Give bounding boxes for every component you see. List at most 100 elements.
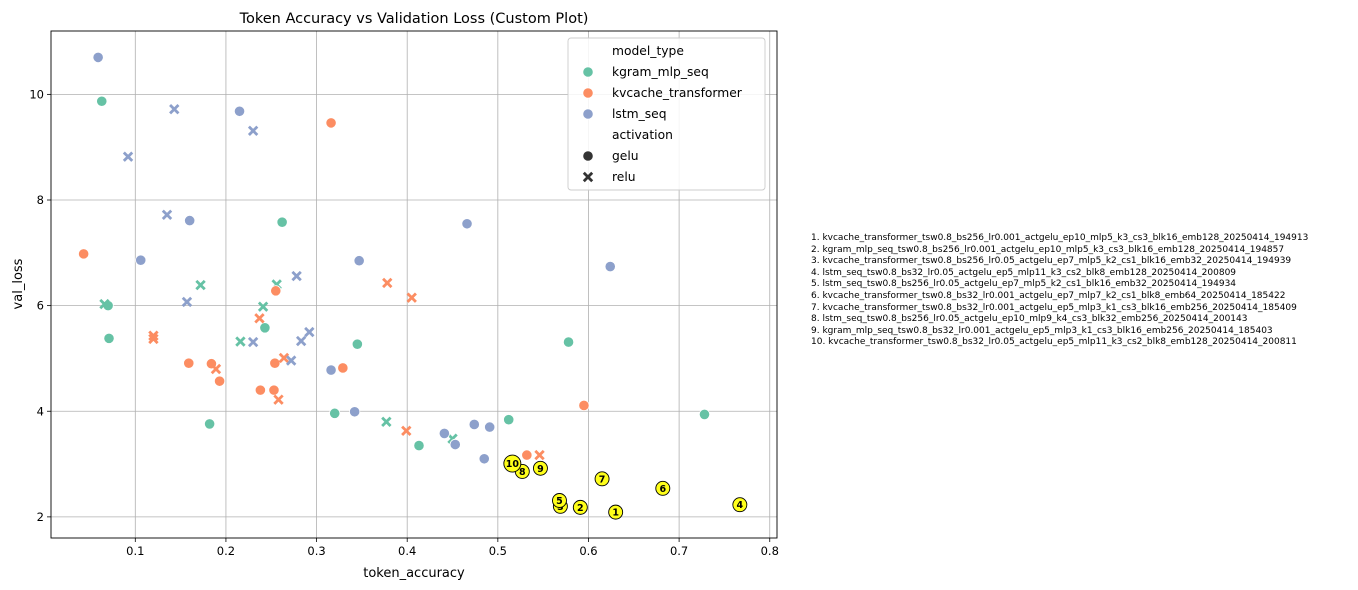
data-point (195, 279, 206, 291)
y-tick-label: 6 (37, 299, 44, 313)
x-tick-label: 0.1 (126, 544, 144, 558)
data-point (468, 418, 480, 431)
annotation-line: 5. lstm_seq_tsw0.8_bs256_lr0.05_actgelu_… (811, 279, 1237, 290)
data-point (521, 449, 533, 461)
highlight-rank-label: 9 (537, 464, 544, 475)
data-point (96, 95, 108, 107)
data-point (270, 285, 282, 297)
x-tick-label: 0.6 (579, 544, 597, 558)
highlighted-point (552, 493, 567, 508)
data-points (78, 51, 711, 465)
data-point (92, 51, 104, 64)
data-point (148, 330, 159, 341)
annotation-line: 3. kvcache_transformer_tsw0.8_bs256_lr0.… (811, 256, 1292, 267)
data-point (213, 375, 226, 387)
legend-marker (582, 150, 594, 162)
legend-label: relu (612, 170, 636, 184)
data-point (329, 407, 341, 419)
y-tick-label: 4 (37, 404, 44, 418)
annotation-line: 1. kvcache_transformer_tsw0.8_bs256_lr0.… (811, 233, 1309, 243)
data-point (276, 216, 288, 228)
legend-title-model-type: model_type (612, 44, 684, 58)
data-point (578, 399, 590, 412)
legend-marker (582, 87, 594, 99)
data-point (103, 332, 115, 344)
data-point (484, 421, 496, 433)
data-point (478, 453, 490, 465)
legend-title-activation: activation (612, 128, 673, 142)
data-point (259, 322, 271, 334)
x-tick-label: 0.3 (307, 544, 325, 558)
x-tick-label: 0.4 (398, 544, 416, 558)
highlighted-points: 12345678910 (503, 454, 748, 520)
chart-title: Token Accuracy vs Validation Loss (Custo… (239, 11, 589, 27)
data-point (254, 384, 266, 396)
data-point (325, 364, 337, 376)
highlighted-point (572, 499, 588, 515)
data-point (181, 296, 193, 308)
highlight-rank-label: 8 (519, 467, 526, 478)
data-point (148, 333, 159, 345)
x-tick-label: 0.7 (670, 544, 688, 558)
legend-marker (582, 108, 594, 120)
data-point (233, 105, 246, 117)
annotation-line: 4. lstm_seq_tsw0.8_bs32_lr0.05_actgelu_e… (811, 267, 1237, 278)
highlighted-point (655, 480, 671, 496)
y-axis-label: val_loss (11, 258, 26, 309)
data-point (273, 394, 284, 405)
data-point (503, 414, 515, 426)
data-point (268, 384, 280, 396)
annotation-line: 9. kgram_mlp_seq_tsw0.8_bs32_lr0.001_act… (811, 325, 1273, 336)
data-point (99, 298, 110, 310)
y-tick-label: 10 (29, 87, 44, 101)
highlight-rank-label: 2 (577, 503, 584, 514)
annotation-line: 6. kvcache_transformer_tsw0.8_bs32_lr0.0… (811, 290, 1286, 301)
x-tick-label: 0.2 (217, 544, 235, 558)
data-point (337, 362, 349, 374)
annotation-line: 2. kgram_mlp_seq_tsw0.8_bs256_lr0.001_ac… (811, 244, 1285, 255)
legend-label: kvcache_transformer (612, 86, 743, 100)
data-point (295, 335, 307, 347)
annotation-line: 7. kvcache_transformer_tsw0.8_bs32_lr0.0… (811, 302, 1297, 313)
legend-marker (582, 66, 594, 78)
data-point (291, 270, 302, 282)
data-point (381, 416, 392, 428)
data-point (247, 336, 259, 348)
x-tick-label: 0.8 (761, 544, 779, 558)
data-point (122, 151, 134, 162)
data-point (449, 438, 461, 451)
x-tick-label: 0.5 (489, 544, 507, 558)
legend-label: lstm_seq (612, 107, 667, 121)
legend-marker (582, 171, 594, 183)
data-point (698, 408, 711, 421)
data-point (285, 355, 297, 366)
highlighted-point (503, 454, 522, 473)
data-point (562, 336, 575, 348)
data-point (278, 352, 290, 364)
data-point (169, 103, 180, 115)
annotation-line: 10. kvcache_transformer_tsw0.8_bs32_lr0.… (811, 337, 1297, 348)
data-point (135, 254, 147, 266)
data-point (461, 218, 473, 230)
data-point (413, 439, 425, 452)
data-point (382, 277, 393, 289)
data-point (183, 357, 195, 369)
legend: model_type kgram_mlp_seq kvcache_transform… (567, 37, 766, 191)
data-point (254, 313, 265, 324)
highlight-rank-label: 10 (506, 459, 520, 470)
legend-box (567, 37, 766, 191)
highlighted-point (594, 471, 610, 487)
data-point (534, 449, 545, 461)
y-tick-label: 2 (37, 510, 44, 524)
data-point (204, 418, 216, 430)
data-point (269, 357, 281, 369)
data-point (401, 425, 412, 436)
data-point (349, 406, 361, 418)
data-point (78, 248, 90, 260)
data-point (210, 363, 222, 375)
data-point (257, 301, 269, 312)
run-annotations: 1. kvcache_transformer_tsw0.8_bs256_lr0.… (811, 233, 1308, 349)
highlight-rank-label: 1 (612, 508, 619, 519)
highlighted-point (608, 504, 624, 520)
data-point (353, 255, 365, 267)
